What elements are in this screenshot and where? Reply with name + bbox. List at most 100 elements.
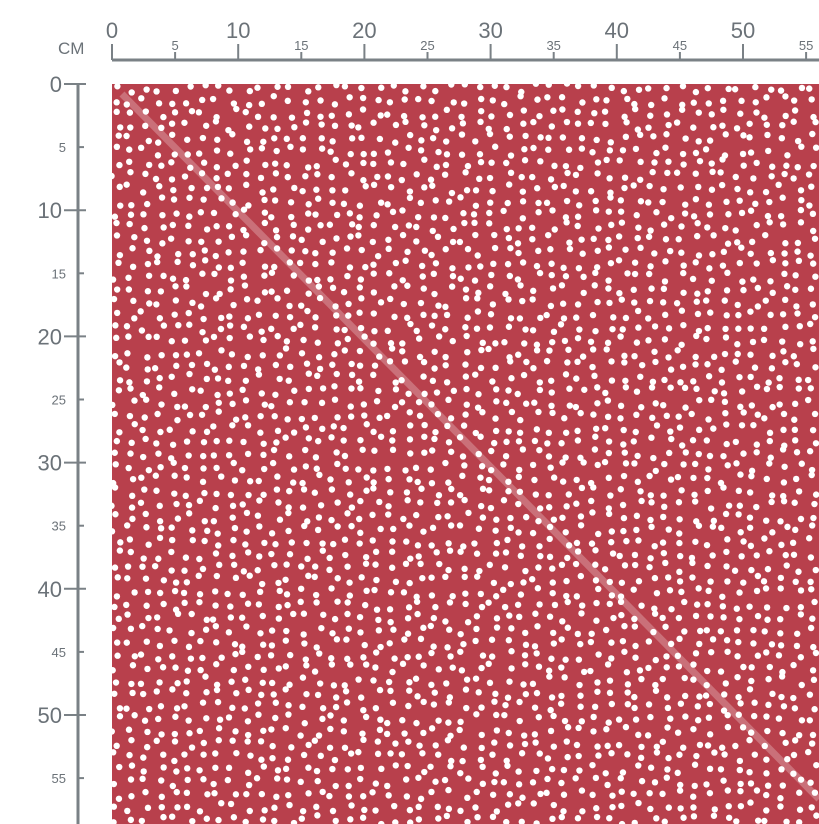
polka-dot — [357, 276, 365, 283]
polka-dot — [720, 106, 727, 113]
polka-dot — [463, 187, 471, 194]
polka-dot — [515, 438, 523, 445]
polka-dot — [681, 598, 688, 606]
polka-dot — [505, 234, 513, 242]
polka-dot — [286, 551, 294, 558]
polka-dot — [116, 161, 123, 169]
polka-dot — [621, 449, 628, 456]
polka-dot — [812, 491, 819, 498]
polka-dot — [199, 270, 206, 277]
polka-dot — [593, 264, 601, 271]
polka-dot — [145, 541, 152, 548]
left-major-label: 40 — [38, 577, 62, 602]
polka-dot — [529, 529, 537, 537]
polka-dot — [172, 297, 180, 304]
polka-dot — [270, 92, 277, 100]
polka-dot — [144, 366, 151, 373]
polka-dot — [530, 144, 537, 152]
polka-dot — [303, 662, 310, 669]
polka-dot — [291, 387, 298, 394]
polka-dot — [558, 692, 565, 700]
polka-dot — [417, 499, 424, 506]
polka-dot — [244, 549, 252, 556]
polka-dot — [618, 820, 626, 824]
polka-dot — [199, 654, 206, 662]
polka-dot — [282, 686, 289, 693]
polka-dot — [637, 176, 644, 183]
polka-dot — [544, 440, 551, 447]
polka-dot — [591, 703, 599, 711]
polka-dot — [475, 525, 483, 532]
polka-dot — [551, 226, 558, 233]
polka-dot — [473, 613, 481, 620]
polka-dot — [159, 211, 166, 219]
polka-dot — [574, 84, 582, 90]
polka-dot — [358, 134, 365, 142]
polka-dot — [603, 97, 610, 104]
polka-dot — [809, 130, 816, 138]
polka-dot — [621, 359, 628, 366]
polka-dot — [143, 638, 150, 645]
polka-dot — [156, 374, 163, 382]
polka-dot — [491, 231, 498, 239]
polka-dot — [406, 819, 414, 824]
polka-dot — [732, 358, 739, 365]
polka-dot — [245, 491, 252, 499]
polka-dot — [112, 352, 119, 360]
polka-dot — [488, 653, 496, 660]
polka-dot — [740, 409, 747, 416]
polka-dot — [128, 504, 136, 511]
polka-dot — [434, 499, 441, 507]
polka-dot — [659, 539, 667, 546]
polka-dot — [414, 610, 421, 618]
polka-dot — [504, 694, 512, 701]
polka-dot — [112, 484, 119, 491]
polka-dot — [166, 627, 173, 634]
polka-dot — [286, 801, 293, 809]
polka-dot — [679, 84, 687, 90]
polka-dot — [259, 641, 267, 648]
polka-dot — [674, 769, 681, 777]
polka-dot — [200, 452, 207, 460]
polka-dot — [116, 763, 123, 771]
polka-dot — [254, 567, 261, 574]
polka-dot — [215, 399, 222, 406]
polka-dot — [767, 454, 774, 461]
polka-dot — [795, 731, 803, 739]
polka-dot — [491, 739, 498, 746]
polka-dot — [508, 408, 516, 416]
polka-dot — [243, 296, 251, 303]
polka-dot — [158, 351, 165, 359]
polka-dot — [529, 680, 537, 688]
polka-dot — [456, 522, 464, 529]
polka-dot — [645, 124, 652, 131]
polka-dot — [521, 652, 529, 659]
polka-dot — [387, 750, 394, 757]
polka-dot — [780, 410, 788, 418]
polka-dot — [764, 565, 772, 573]
polka-dot — [371, 586, 378, 594]
polka-dot — [746, 189, 754, 196]
polka-dot — [472, 187, 480, 194]
polka-dot — [723, 198, 730, 206]
polka-dot — [315, 732, 323, 739]
polka-dot — [708, 396, 715, 404]
polka-dot — [442, 161, 450, 169]
polka-dot — [276, 375, 283, 383]
polka-dot — [739, 278, 746, 285]
polka-dot — [507, 524, 514, 532]
polka-dot — [254, 297, 261, 304]
polka-dot — [763, 604, 771, 611]
polka-dot — [606, 814, 613, 822]
polka-dot — [784, 152, 791, 159]
polka-dot — [342, 688, 350, 695]
polka-dot — [114, 84, 121, 90]
polka-dot — [777, 630, 784, 637]
polka-dot — [746, 736, 753, 744]
polka-dot — [302, 446, 309, 454]
polka-dot — [620, 426, 627, 434]
polka-dot — [560, 791, 568, 798]
polka-dot — [216, 290, 223, 298]
polka-dot — [550, 328, 558, 336]
polka-dot — [168, 567, 175, 574]
